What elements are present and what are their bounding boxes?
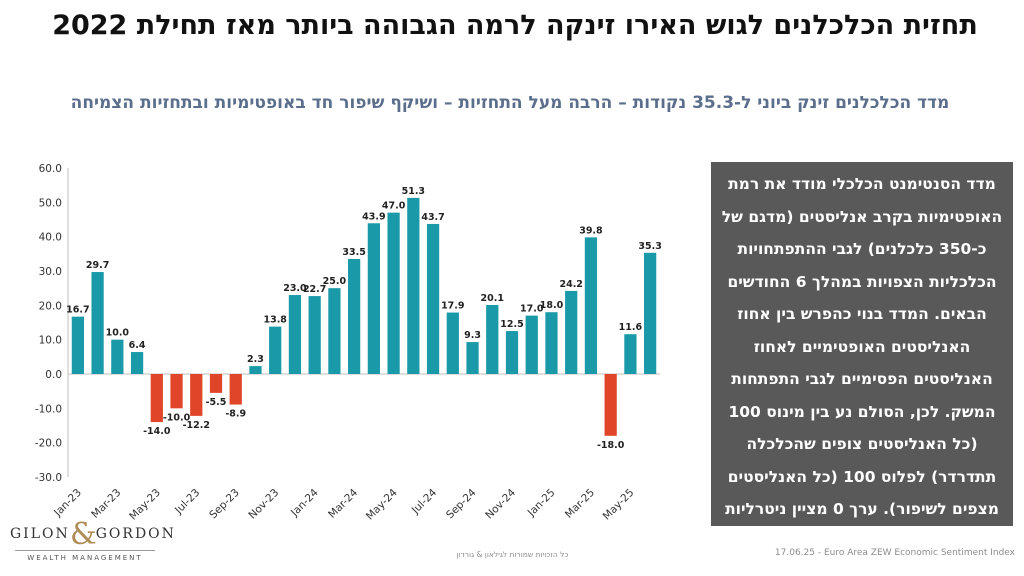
bar-Nov-23 <box>269 326 282 374</box>
x-tick-label: May-23 <box>127 487 163 523</box>
bar-Apr-23 <box>130 352 144 374</box>
data-label: 20.1 <box>481 293 504 304</box>
data-label: 51.3 <box>402 186 425 197</box>
data-label: 25.0 <box>323 276 347 287</box>
logo-tagline: WEALTH MANAGEMENT <box>27 554 143 562</box>
data-label: 43.9 <box>362 211 385 222</box>
company-logo: GILON GORDON & WEALTH MANAGEMENT <box>10 518 174 572</box>
data-label: 35.3 <box>638 241 661 252</box>
bar-Jan-25 <box>545 312 558 374</box>
data-label: 11.6 <box>619 322 643 333</box>
bar-Jan-24 <box>308 296 321 374</box>
zew-bar-chart: 60.0 50.0 40.0 30.0 20.0 10.0 0.0 -10.0 -20.0 -30… <box>35 163 662 523</box>
data-label: 6.4 <box>129 340 146 351</box>
bar-Jun-25 <box>644 252 657 374</box>
x-tick-label: Mar-23 <box>89 487 123 521</box>
info-box: מדד הסנטימנט הכלכלי מודד את רמת האופטימי… <box>711 162 1013 526</box>
bar-Sep-24 <box>466 342 479 374</box>
x-tick-label: May-24 <box>364 486 400 522</box>
logo-wordmark: GILON GORDON <box>10 526 174 542</box>
info-box-text: מדד הסנטימנט הכלכלי מודד את רמת האופטימי… <box>721 175 1003 518</box>
bar-Mar-25 <box>584 237 598 374</box>
bar-Jun-24 <box>407 197 420 374</box>
data-label: -10.0 <box>163 412 191 423</box>
logo-ampersand: & <box>70 517 97 552</box>
bar-Oct-23 <box>249 366 262 374</box>
bar-May-25 <box>624 334 637 374</box>
data-label: -8.9 <box>225 409 246 420</box>
y-tick-label: 10.0 <box>39 335 62 347</box>
data-label: 18.0 <box>540 300 564 311</box>
x-tick-label: Jul-23 <box>172 487 202 517</box>
data-label: 22.7 <box>303 284 326 295</box>
data-label: 10.0 <box>106 328 130 339</box>
bar-Jul-23 <box>190 374 203 416</box>
bar-Feb-23 <box>91 272 104 374</box>
data-label: -18.0 <box>597 440 625 451</box>
y-tick-label: 30.0 <box>39 266 62 278</box>
x-tick-label: Jan-23 <box>51 487 84 520</box>
bar-Apr-25 <box>604 374 617 436</box>
y-tick-label: -10.0 <box>35 403 62 415</box>
x-tick-label: Sep-23 <box>207 487 242 522</box>
x-tick-label: May-25 <box>601 487 637 523</box>
data-label: 2.3 <box>247 354 264 365</box>
x-tick-label: Sep-24 <box>444 486 479 521</box>
y-tick-label: 20.0 <box>39 300 62 312</box>
x-tick-label: Jan-25 <box>525 487 558 520</box>
y-tick-label: 0.0 <box>45 369 62 381</box>
data-label: -5.5 <box>206 397 227 408</box>
bar-Jan-23 <box>71 316 84 374</box>
y-tick-label: 50.0 <box>39 197 62 209</box>
x-tick-label: Mar-25 <box>563 487 597 521</box>
data-label: 33.5 <box>342 247 365 258</box>
logo-divider <box>15 550 155 551</box>
bar-Nov-24 <box>505 331 519 374</box>
x-tick-label: Mar-24 <box>326 486 360 520</box>
data-label: 13.8 <box>263 315 287 326</box>
data-label: 43.7 <box>421 212 444 223</box>
data-label: 23.0 <box>283 283 307 294</box>
footer-rights: כל הזכויות שמורות לגילאון & גורדון <box>456 550 569 559</box>
data-label: 17.9 <box>441 301 464 312</box>
data-label: 17.0 <box>520 304 544 315</box>
footer-source: 17.06.25 - Euro Area ZEW Economic Sentim… <box>774 548 1015 558</box>
y-tick-label: -20.0 <box>35 438 62 450</box>
x-tick-label: Jul-24 <box>409 486 440 517</box>
page-subtitle: מדד הכלכלנים זינק ביוני ל-35.3 נקודות – … <box>70 93 950 113</box>
y-tick-label: -30.0 <box>35 472 62 484</box>
data-label: -14.0 <box>143 426 171 437</box>
bar-Oct-24 <box>486 304 499 374</box>
bar-Mar-24 <box>348 258 361 374</box>
x-tick-label: Nov-24 <box>483 486 518 521</box>
data-label: 24.2 <box>559 279 582 290</box>
data-label: -12.2 <box>183 420 210 431</box>
x-tick-label: Jan-24 <box>288 486 321 519</box>
bar-Sep-23 <box>229 374 242 405</box>
data-label: 12.5 <box>500 319 523 330</box>
bar-Apr-24 <box>367 223 380 374</box>
data-label: 47.0 <box>382 201 406 212</box>
y-tick-label: 60.0 <box>39 163 62 175</box>
bar-Jun-23 <box>170 374 183 409</box>
bar-Feb-25 <box>565 290 578 374</box>
bar-Feb-24 <box>328 288 341 374</box>
logo-name-left: GILON <box>10 526 70 542</box>
logo-name-right: GORDON <box>95 526 176 542</box>
data-label: 39.8 <box>579 225 603 236</box>
bar-May-23 <box>150 374 163 423</box>
data-label: 16.7 <box>66 305 89 316</box>
bar-Aug-23 <box>209 374 223 393</box>
data-label: 29.7 <box>86 260 109 271</box>
bar-Dec-23 <box>288 295 302 374</box>
bar-Dec-24 <box>525 315 538 374</box>
page-title: תחזית הכלכלנים לגוש האירו זינקה לרמה הגב… <box>52 10 978 41</box>
bar-May-24 <box>387 212 400 374</box>
data-label: 9.3 <box>464 330 481 341</box>
y-tick-label: 40.0 <box>39 232 62 244</box>
bar-Mar-23 <box>111 339 124 374</box>
bar-Jul-24 <box>426 223 440 374</box>
bar-Aug-24 <box>446 312 459 374</box>
x-tick-label: Nov-23 <box>246 487 281 522</box>
